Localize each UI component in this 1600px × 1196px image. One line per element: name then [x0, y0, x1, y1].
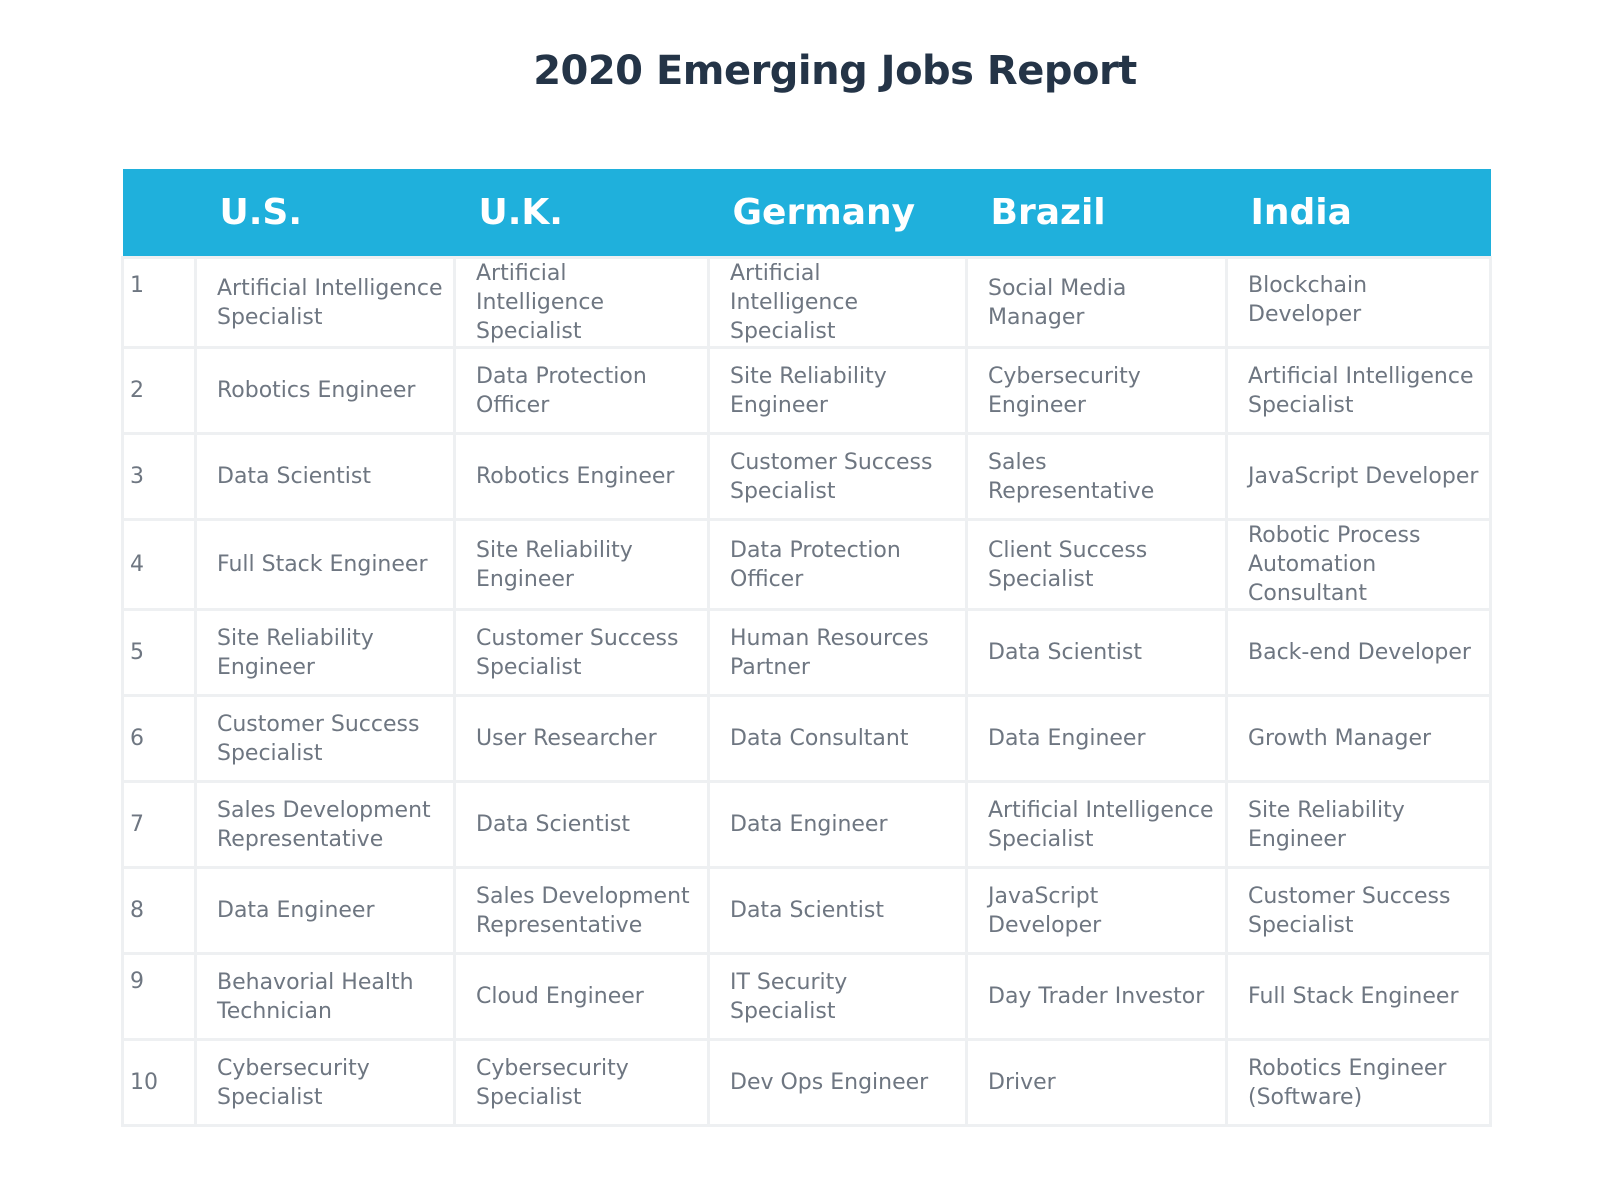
- germany-cell: Data Consultant: [707, 694, 968, 783]
- germany-cell: IT Security Specialist: [707, 952, 968, 1041]
- brazil-cell: Social Media Manager: [965, 256, 1228, 349]
- uk-cell: Cybersecurity Specialist: [453, 1038, 710, 1127]
- india-cell: Artificial Intelligence Specialist: [1225, 346, 1492, 435]
- us-cell: Sales Development Representative: [194, 780, 456, 869]
- report-title: 2020 Emerging Jobs Report: [533, 48, 1137, 94]
- rank-cell: 7: [121, 780, 197, 869]
- rank-cell: 1: [121, 256, 197, 349]
- table-row: 1 Artificial Intelligence Specialist Art…: [121, 256, 1492, 349]
- table-row: 4 Full Stack Engineer Site Reliability E…: [121, 518, 1492, 611]
- germany-cell: Data Scientist: [707, 866, 968, 955]
- brazil-cell: Client Success Specialist: [965, 518, 1228, 611]
- column-header-us: U.S.: [195, 169, 455, 258]
- india-cell: Robotic Process Automation Consultant: [1225, 518, 1492, 611]
- table-row: 6 Customer Success Specialist User Resea…: [121, 694, 1492, 783]
- brazil-cell: Cybersecurity Engineer: [965, 346, 1228, 435]
- column-header-rank: [122, 169, 196, 258]
- brazil-cell: Data Scientist: [965, 608, 1228, 697]
- table-row: 10 Cybersecurity Specialist Cybersecurit…: [121, 1038, 1492, 1127]
- us-cell: Site Reliability Engineer: [194, 608, 456, 697]
- emerging-jobs-table: U.S. U.K. Germany Brazil India 1 Artific…: [121, 169, 1492, 1127]
- rank-cell: 9: [121, 952, 197, 1041]
- uk-cell: Sales Development Representative: [453, 866, 710, 955]
- rank-cell: 10: [121, 1038, 197, 1127]
- table-row: 7 Sales Development Representative Data …: [121, 780, 1492, 869]
- germany-cell: Customer Success Specialist: [707, 432, 968, 521]
- uk-cell: Data Protection Officer: [453, 346, 710, 435]
- column-header-germany: Germany: [708, 169, 967, 258]
- germany-cell: Dev Ops Engineer: [707, 1038, 968, 1127]
- rank-cell: 6: [121, 694, 197, 783]
- india-cell: Customer Success Specialist: [1225, 866, 1492, 955]
- us-cell: Data Scientist: [194, 432, 456, 521]
- india-cell: Blockchain Developer: [1225, 256, 1492, 349]
- uk-cell: Customer Success Specialist: [453, 608, 710, 697]
- india-cell: Full Stack Engineer: [1225, 952, 1492, 1041]
- rank-cell: 2: [121, 346, 197, 435]
- us-cell: Artificial Intelligence Specialist: [194, 256, 456, 349]
- header-row: U.S. U.K. Germany Brazil India: [122, 169, 1491, 258]
- table-body: 1 Artificial Intelligence Specialist Art…: [121, 256, 1492, 1127]
- uk-cell: Robotics Engineer: [453, 432, 710, 521]
- table-row: 3 Data Scientist Robotics Engineer Custo…: [121, 432, 1492, 521]
- brazil-cell: Driver: [965, 1038, 1228, 1127]
- us-cell: Robotics Engineer: [194, 346, 456, 435]
- table-header: U.S. U.K. Germany Brazil India: [122, 169, 1491, 258]
- germany-cell: Data Protection Officer: [707, 518, 968, 611]
- column-header-india: India: [1226, 169, 1491, 258]
- us-cell: Customer Success Specialist: [194, 694, 456, 783]
- germany-cell: Artificial Intelligence Specialist: [707, 256, 968, 349]
- table-row: 8 Data Engineer Sales Development Repres…: [121, 866, 1492, 955]
- uk-cell: Data Scientist: [453, 780, 710, 869]
- india-cell: Back-end Developer: [1225, 608, 1492, 697]
- uk-cell: User Researcher: [453, 694, 710, 783]
- us-cell: Cybersecurity Specialist: [194, 1038, 456, 1127]
- brazil-cell: Day Trader Investor: [965, 952, 1228, 1041]
- germany-cell: Site Reliability Engineer: [707, 346, 968, 435]
- india-cell: Robotics Engineer (Software): [1225, 1038, 1492, 1127]
- column-header-uk: U.K.: [454, 169, 709, 258]
- table-row: 2 Robotics Engineer Data Protection Offi…: [121, 346, 1492, 435]
- india-cell: Site Reliability Engineer: [1225, 780, 1492, 869]
- us-cell: Full Stack Engineer: [194, 518, 456, 611]
- us-cell: Behavorial Health Technician: [194, 952, 456, 1041]
- rank-cell: 8: [121, 866, 197, 955]
- brazil-cell: Sales Representative: [965, 432, 1228, 521]
- uk-cell: Site Reliability Engineer: [453, 518, 710, 611]
- table-row: 9 Behavorial Health Technician Cloud Eng…: [121, 952, 1492, 1041]
- india-cell: Growth Manager: [1225, 694, 1492, 783]
- brazil-cell: JavaScript Developer: [965, 866, 1228, 955]
- us-cell: Data Engineer: [194, 866, 456, 955]
- germany-cell: Data Engineer: [707, 780, 968, 869]
- brazil-cell: Data Engineer: [965, 694, 1228, 783]
- table-row: 5 Site Reliability Engineer Customer Suc…: [121, 608, 1492, 697]
- uk-cell: Artificial Intelligence Specialist: [453, 256, 710, 349]
- column-header-brazil: Brazil: [966, 169, 1227, 258]
- brazil-cell: Artificial Intelligence Specialist: [965, 780, 1228, 869]
- germany-cell: Human Resources Partner: [707, 608, 968, 697]
- rank-cell: 3: [121, 432, 197, 521]
- rank-cell: 4: [121, 518, 197, 611]
- rank-cell: 5: [121, 608, 197, 697]
- india-cell: JavaScript Developer: [1225, 432, 1492, 521]
- uk-cell: Cloud Engineer: [453, 952, 710, 1041]
